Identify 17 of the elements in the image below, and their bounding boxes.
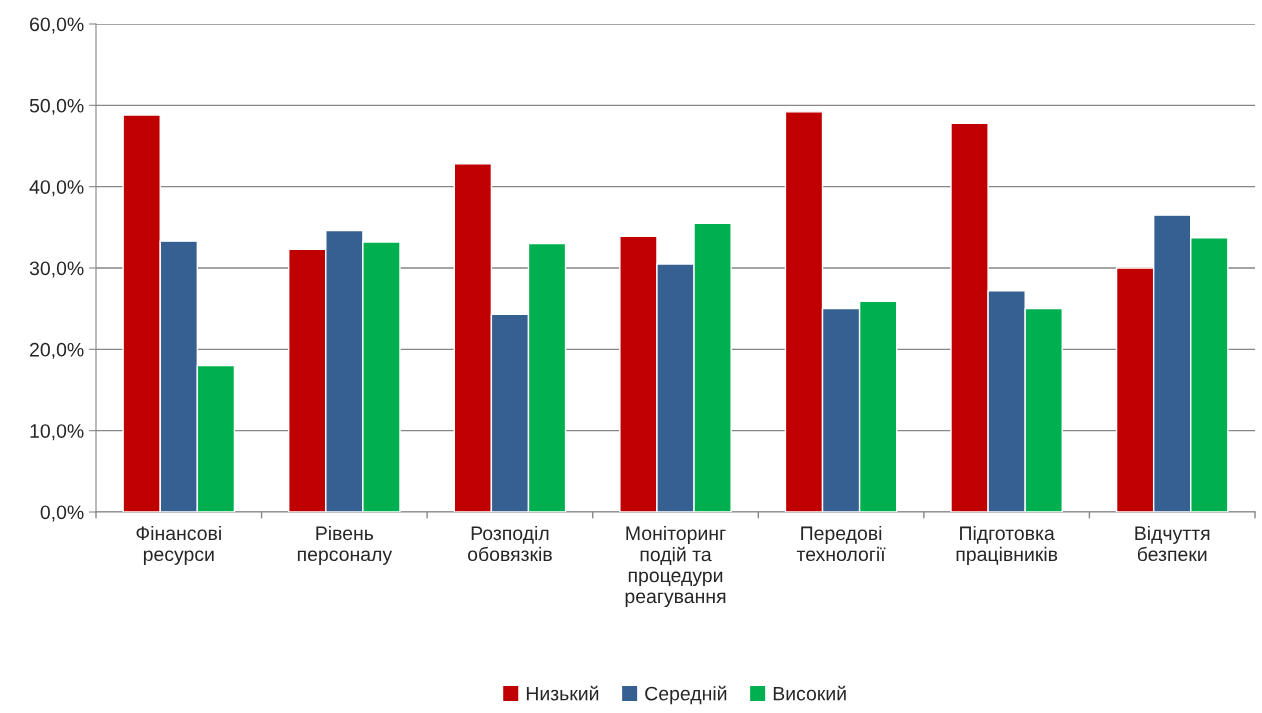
x-tick-label: Відчуття безпеки bbox=[1135, 525, 1210, 562]
x-tick-label: Моніторинг подій та процедури реагування bbox=[625, 525, 726, 608]
y-tick-label: 50,0% bbox=[29, 98, 84, 115]
x-tick-label: Рівень персоналу bbox=[297, 525, 393, 565]
x-tick-label: Підготовка працівників bbox=[956, 525, 1058, 565]
x-tick-label: Фінансові ресурси bbox=[136, 525, 221, 565]
x-tick-label: Розподіл обовязків bbox=[468, 525, 552, 562]
x-tick-label: Передові технології bbox=[796, 525, 886, 562]
legend-label: Низький bbox=[526, 685, 599, 701]
y-tick-label: 20,0% bbox=[30, 342, 84, 359]
y-tick-label: 0,0% bbox=[40, 505, 84, 522]
y-tick-label: 40,0% bbox=[29, 180, 84, 197]
y-tick-label: 10,0% bbox=[30, 424, 84, 441]
y-tick-label: 60,0% bbox=[30, 17, 84, 34]
y-tick-label: 30,0% bbox=[29, 261, 84, 278]
legend-label: Середній bbox=[645, 685, 727, 705]
legend-label: Високий bbox=[773, 685, 846, 701]
